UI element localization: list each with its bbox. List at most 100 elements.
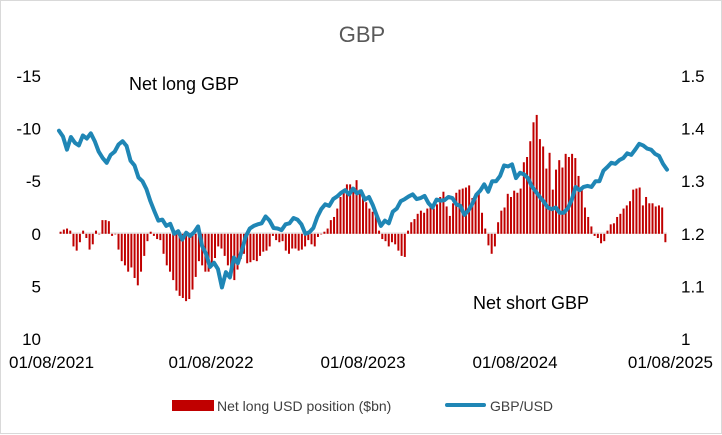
usd-position-bar [596,233,599,239]
usd-position-bar [162,233,165,254]
usd-position-bar [445,206,448,234]
usd-position-bar [188,233,191,300]
usd-position-bar [91,233,94,245]
usd-position-bar [339,196,342,234]
usd-position-bar [107,221,110,234]
usd-position-bar [307,233,310,241]
usd-position-bar [503,207,506,234]
usd-position-bar [371,211,374,234]
usd-position-bar [423,212,426,234]
usd-position-bar [281,233,284,242]
usd-position-bar [532,122,535,234]
usd-position-bar [458,189,461,234]
usd-position-bar [149,231,152,234]
right-tick-label: 1.4 [681,120,705,139]
left-tick-label: 5 [32,277,41,296]
right-tick-label: 1.3 [681,172,705,191]
right-axis: 1.5 1.4 1.3 1.2 1.1 1 [681,67,705,349]
usd-position-bar [310,233,313,245]
usd-position-bar [271,233,274,236]
usd-position-bar [133,233,136,278]
usd-position-bar [197,233,200,262]
usd-position-bar [567,157,570,234]
usd-position-bar [574,158,577,234]
usd-position-bar [249,233,252,263]
usd-position-bar [384,233,387,242]
usd-position-bar [259,233,262,256]
usd-position-bar [648,203,651,234]
usd-position-bar [294,233,297,249]
usd-position-bar [477,191,480,234]
usd-position-bar [641,205,644,234]
usd-position-bar [583,207,586,234]
usd-position-bar [185,233,188,302]
usd-position-bar [239,233,242,260]
usd-position-bar [616,216,619,234]
usd-position-bar [448,215,451,234]
usd-position-bar [175,233,178,291]
usd-position-bar [432,208,435,234]
usd-position-bar [323,231,326,234]
usd-position-bar [349,184,352,234]
usd-position-bar [587,216,590,234]
usd-position-bar [381,233,384,240]
x-tick-label: 01/08/2024 [472,353,557,372]
usd-position-bar [236,233,239,270]
usd-position-bar [657,205,660,234]
usd-position-bar [577,175,580,234]
usd-position-bar [629,201,631,234]
usd-position-bar [625,205,628,234]
usd-position-bar [484,228,487,234]
right-tick-label: 1.1 [681,277,705,296]
x-tick-label: 01/08/2022 [168,353,253,372]
left-axis: -15 -10 -5 0 5 10 [16,67,41,349]
usd-position-bar [136,233,139,286]
usd-position-bar [66,228,69,234]
usd-position-bar [407,230,410,234]
x-tick-label: 01/08/2021 [9,353,94,372]
right-tick-label: 1.2 [681,225,705,244]
usd-position-bar [333,216,336,234]
usd-position-bar [522,162,525,234]
annotation-net-short: Net short GBP [473,293,589,313]
usd-position-bar [300,233,303,250]
usd-position-bar [130,233,133,268]
usd-position-bar [635,188,638,234]
usd-position-bar [352,190,355,234]
legend-line-label: GBP/USD [490,398,553,414]
usd-position-bar [439,196,442,234]
usd-position-bar [127,233,130,272]
usd-position-bar [345,184,348,234]
legend-bar-swatch [172,400,214,411]
usd-position-bar [88,233,91,250]
usd-position-bar [191,233,194,290]
usd-position-bar [622,208,625,234]
usd-position-bar [217,233,220,247]
usd-position-bar [265,233,268,251]
usd-position-bar [143,233,146,256]
usd-position-bar [500,210,503,234]
usd-position-bar [564,153,567,234]
usd-position-bar [95,230,97,234]
usd-position-bar [435,204,438,234]
usd-position-bar [429,205,432,234]
usd-position-bar [397,233,400,251]
usd-position-bar [230,233,233,276]
usd-position-bar [262,233,265,252]
usd-position-bar [378,230,381,234]
usd-position-bar [506,193,509,234]
usd-position-bar [516,192,519,234]
usd-position-bar [246,233,249,264]
usd-position-bar [519,188,522,234]
usd-position-bar [313,233,316,247]
usd-position-bar [513,190,516,234]
legend-bar-label: Net long USD position ($bn) [217,398,391,414]
usd-position-bar [252,233,255,261]
usd-position-bar [538,139,541,234]
usd-position-bar [98,233,101,235]
usd-position-bar [214,233,217,258]
usd-position-bar [329,220,332,234]
left-tick-label: 10 [22,330,41,349]
usd-position-bar [561,167,564,234]
